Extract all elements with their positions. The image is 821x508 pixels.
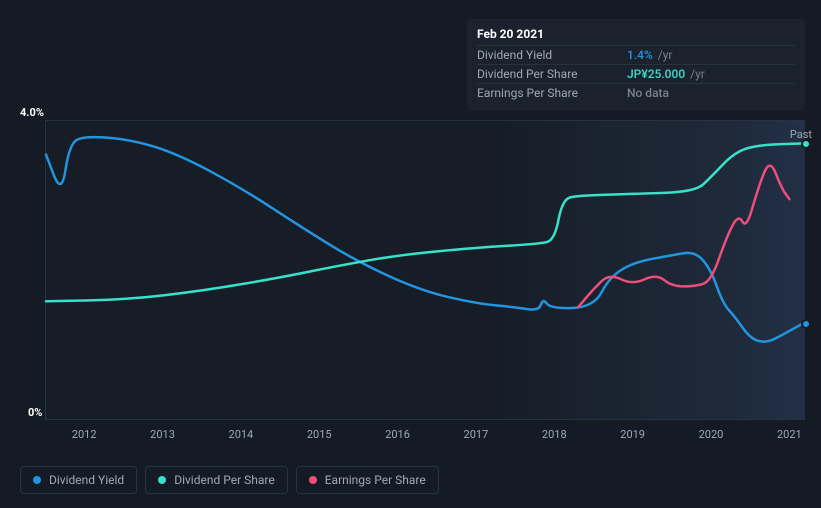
y-axis-min: 0% xyxy=(28,406,42,419)
tooltip-value: JP¥25.000 /yr xyxy=(627,67,705,81)
y-axis-max: 4.0% xyxy=(20,106,44,119)
series-line xyxy=(46,137,805,341)
x-axis-tick: 2019 xyxy=(620,428,645,441)
legend-dot-icon xyxy=(158,476,166,484)
tooltip-row: Earnings Per ShareNo data xyxy=(477,83,795,102)
tooltip-label: Earnings Per Share xyxy=(477,86,627,100)
dividend-chart: 4.0% 0% Past 201220132014201520162017201… xyxy=(20,100,820,450)
data-tooltip: Feb 20 2021 Dividend Yield1.4% /yrDivide… xyxy=(467,19,805,110)
legend-dot-icon xyxy=(309,476,317,484)
x-axis-tick: 2014 xyxy=(229,428,254,441)
x-axis-tick: 2021 xyxy=(777,428,802,441)
tooltip-value: No data xyxy=(627,86,669,100)
x-axis-tick: 2018 xyxy=(542,428,567,441)
x-axis-tick: 2020 xyxy=(699,428,724,441)
x-axis-tick: 2016 xyxy=(385,428,410,441)
tooltip-date: Feb 20 2021 xyxy=(477,27,795,41)
series-end-dot xyxy=(801,319,811,329)
legend-dot-icon xyxy=(33,476,41,484)
series-line xyxy=(578,166,789,308)
plot-area[interactable] xyxy=(45,120,805,420)
tooltip-label: Dividend Yield xyxy=(477,48,627,62)
x-axis-tick: 2015 xyxy=(307,428,332,441)
legend-label: Dividend Per Share xyxy=(174,473,275,487)
legend-label: Dividend Yield xyxy=(49,473,124,487)
legend-item[interactable]: Dividend Per Share xyxy=(145,466,288,494)
tooltip-label: Dividend Per Share xyxy=(477,67,627,81)
legend-item[interactable]: Dividend Yield xyxy=(20,466,137,494)
x-axis-tick: 2012 xyxy=(72,428,97,441)
tooltip-row: Dividend Yield1.4% /yr xyxy=(477,45,795,64)
x-axis-tick: 2013 xyxy=(150,428,175,441)
chart-legend: Dividend Yield Dividend Per Share Earnings… xyxy=(20,466,439,494)
chart-lines xyxy=(46,121,805,419)
series-end-dot xyxy=(801,139,811,149)
x-axis-tick: 2017 xyxy=(464,428,489,441)
tooltip-value: 1.4% /yr xyxy=(627,48,672,62)
legend-item[interactable]: Earnings Per Share xyxy=(296,466,439,494)
tooltip-row: Dividend Per ShareJP¥25.000 /yr xyxy=(477,64,795,83)
legend-label: Earnings Per Share xyxy=(325,473,426,487)
series-line xyxy=(46,143,805,301)
